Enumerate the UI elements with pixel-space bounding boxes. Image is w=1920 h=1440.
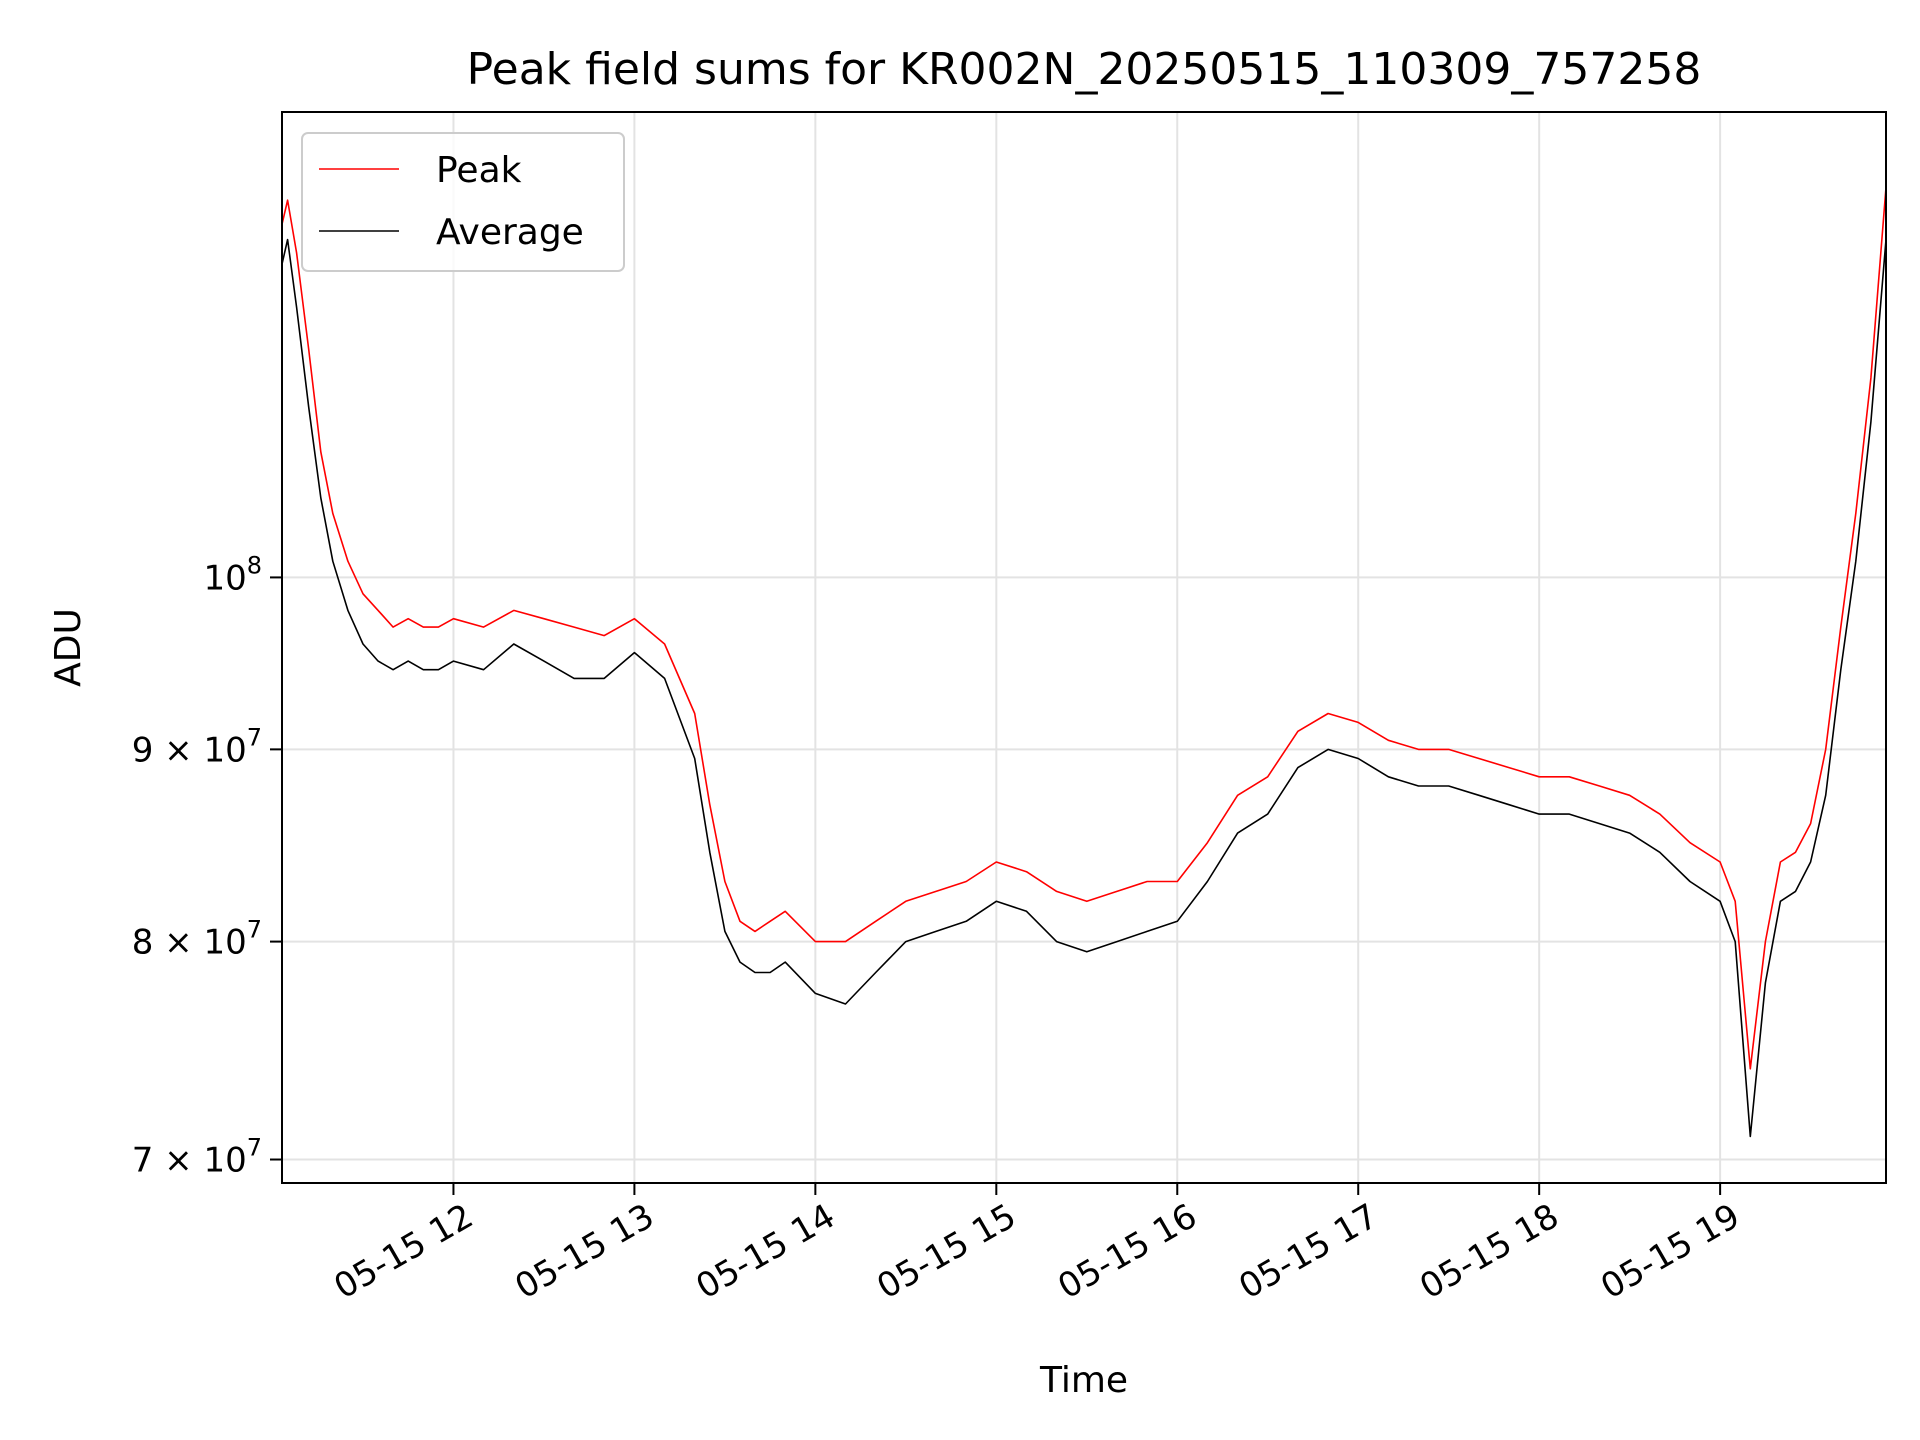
y-tick-label: 9 × 107 xyxy=(132,723,262,770)
y-tick-exponent: 8 xyxy=(247,551,262,579)
series-line-peak xyxy=(282,187,1886,1070)
y-tick-exponent: 7 xyxy=(247,916,262,944)
y-tick-exponent: 7 xyxy=(247,1134,262,1162)
x-axis-title: Time xyxy=(1039,1360,1128,1401)
y-tick-base: 8 × 10 xyxy=(132,923,247,963)
y-tick-label: 108 xyxy=(203,551,262,598)
series-layer xyxy=(282,187,1886,1138)
chart-title: Peak field sums for KR002N_20250515_1103… xyxy=(467,44,1702,95)
y-tick-exponent: 7 xyxy=(247,723,262,751)
y-tick-base: 10 xyxy=(203,558,246,598)
legend-label-peak: Peak xyxy=(436,150,522,191)
y-tick-base: 7 × 10 xyxy=(132,1141,247,1181)
y-tick-label: 7 × 107 xyxy=(132,1134,262,1181)
plot-frame xyxy=(281,111,1887,1184)
y-tick-label: 8 × 107 xyxy=(132,916,262,963)
series-line-average xyxy=(282,238,1886,1138)
legend-label-average: Average xyxy=(436,212,584,253)
y-axis-title: ADU xyxy=(48,608,89,687)
grid-layer xyxy=(282,112,1886,1183)
legend-box xyxy=(301,132,625,272)
y-tick-base: 9 × 10 xyxy=(132,730,247,770)
legend: Peak Average xyxy=(301,132,625,272)
